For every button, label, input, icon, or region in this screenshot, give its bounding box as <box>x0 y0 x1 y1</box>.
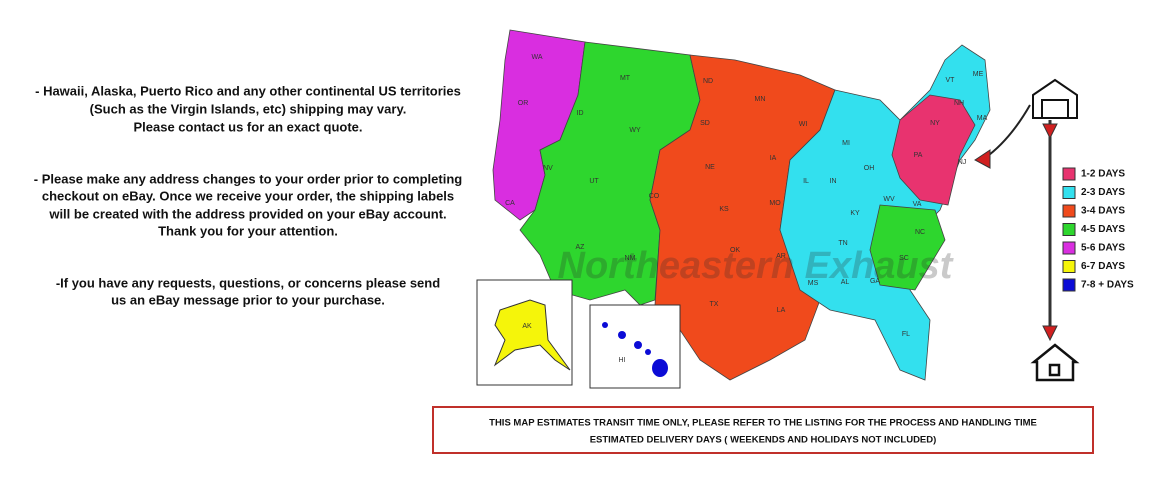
state-label: WY <box>629 127 641 134</box>
home-icon <box>1030 343 1080 382</box>
legend-swatch <box>1062 241 1076 255</box>
notice-line: ESTIMATED DELIVERY DAYS ( WEEKENDS AND H… <box>590 435 937 446</box>
state-label: NE <box>705 164 715 171</box>
state-label: CO <box>649 193 660 200</box>
state-label: NH <box>954 100 964 107</box>
legend-label: 6-7 DAYS <box>1081 261 1125 272</box>
state-label: IL <box>803 178 809 185</box>
state-label: VT <box>946 77 956 84</box>
info-line: - Hawaii, Alaska, Puerto Rico and any ot… <box>35 83 461 98</box>
state-label: PA <box>914 152 923 159</box>
info-line: - Please make any address changes to you… <box>34 171 462 186</box>
watermark: Northeastern Exhaust <box>558 245 954 287</box>
state-label: SD <box>700 120 710 127</box>
state-label: NY <box>930 120 940 127</box>
state-label: MT <box>620 75 631 82</box>
state-label: CA <box>505 200 515 207</box>
state-label: MO <box>769 200 781 207</box>
route-graphic <box>974 78 1080 382</box>
state-label: GA <box>870 278 880 285</box>
state-label: NV <box>543 165 553 172</box>
state-label: KY <box>850 210 860 217</box>
legend-swatch <box>1062 167 1076 181</box>
state-label: WI <box>799 121 808 128</box>
state-label: MI <box>842 140 850 147</box>
alaska <box>493 299 571 371</box>
state-label: VA <box>913 201 922 208</box>
state-label: TN <box>838 240 847 247</box>
legend-swatch <box>1062 278 1076 292</box>
info-line: checkout on eBay. Once we receive your o… <box>42 188 454 203</box>
state-label: MS <box>808 280 819 287</box>
legend-swatch <box>1062 186 1076 199</box>
state-label: HI <box>619 357 626 364</box>
legend-swatch <box>1062 204 1076 218</box>
notice-line: THIS MAP ESTIMATES TRANSIT TIME ONLY, PL… <box>489 418 1037 429</box>
state-label: SC <box>899 255 909 262</box>
state-label: ME <box>973 71 984 78</box>
zone-4-5-east <box>869 204 946 291</box>
state-label: WV <box>883 196 895 203</box>
state-label: KS <box>719 206 729 213</box>
state-label: AZ <box>576 244 586 251</box>
legend-label: 4-5 DAYS <box>1081 224 1125 235</box>
state-label: OK <box>730 247 740 254</box>
hawaii <box>602 322 668 377</box>
info-line: (Such as the Virgin Islands, etc) shippi… <box>90 101 407 116</box>
info-line: Thank you for your attention. <box>158 223 338 238</box>
state-label: MA <box>977 115 988 122</box>
state-label: TX <box>710 301 719 308</box>
info-line: -If you have any requests, questions, or… <box>56 275 440 290</box>
legend-label: 3-4 DAYS <box>1081 206 1125 217</box>
legend-label: 5-6 DAYS <box>1081 243 1125 254</box>
shipping-map: WA OR CA ID NV MT WY UT AZ CO NM ND SD NE KS OK TX MN IA MO… <box>476 29 991 389</box>
state-label: OR <box>518 100 529 107</box>
state-label: AL <box>841 279 850 286</box>
state-label: OH <box>864 165 875 172</box>
arrow-head <box>1042 123 1058 140</box>
info-line: will be created with the address provide… <box>48 206 446 221</box>
info-line: us an eBay message prior to your purchas… <box>111 292 385 307</box>
state-label: AK <box>522 323 532 330</box>
state-label: MN <box>755 96 766 103</box>
legend-label: 2-3 DAYS <box>1081 187 1125 198</box>
arrow-head <box>974 149 991 169</box>
legend-swatch <box>1062 223 1076 236</box>
state-label: IN <box>830 178 837 185</box>
state-label: ID <box>577 110 584 117</box>
warehouse-icon <box>1032 78 1078 119</box>
curve-arrow <box>984 104 1031 159</box>
zone-1-2 <box>891 94 976 206</box>
state-label: WA <box>531 54 542 61</box>
state-label: NJ <box>958 159 967 166</box>
state-label: ND <box>703 78 713 85</box>
state-label: NC <box>915 229 925 236</box>
state-label: FL <box>902 331 910 338</box>
legend-swatch <box>1062 260 1076 273</box>
info-line: Please contact us for an exact quote. <box>133 119 362 134</box>
state-label: UT <box>589 178 599 185</box>
state-label: LA <box>777 307 786 314</box>
notice-box <box>432 406 1094 454</box>
arrow-head <box>1042 325 1058 342</box>
state-label: IA <box>770 155 777 162</box>
state-label: NM <box>625 255 636 262</box>
state-label: AR <box>776 253 786 260</box>
legend-label: 1-2 DAYS <box>1081 169 1125 180</box>
legend-label: 7-8 + DAYS <box>1081 280 1134 291</box>
